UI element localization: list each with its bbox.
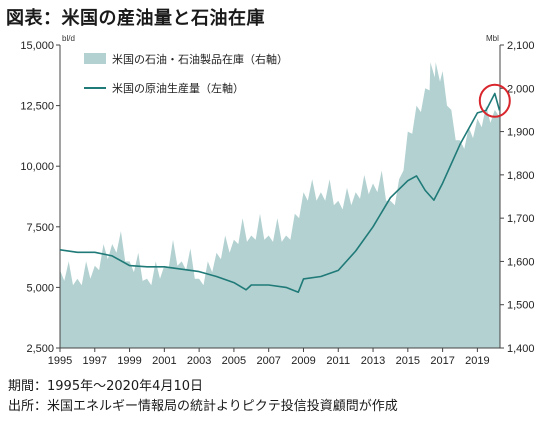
x-tick-label: 2019 <box>465 355 489 367</box>
highlight-circle <box>478 83 511 118</box>
production-line <box>59 92 501 294</box>
chart-title: 図表：米国の産油量と石油在庫 <box>6 8 265 29</box>
period-note: 期間：1995年～2020年4月10日 <box>8 379 203 394</box>
right-tick-label: 1,500 <box>507 300 535 312</box>
x-tick-label: 2009 <box>291 355 315 367</box>
right-tick-label: 1,600 <box>507 256 535 268</box>
left-tick-label: 12,500 <box>20 101 54 113</box>
x-tick-label: 2001 <box>152 355 176 367</box>
left-tick-label: 2,500 <box>26 343 54 355</box>
x-tick-label: 1999 <box>117 355 141 367</box>
right-tick-label: 1,800 <box>507 170 535 182</box>
x-tick-label: 1997 <box>83 355 107 367</box>
left-tick-label: 7,500 <box>26 222 54 234</box>
legend-label-inventory: 米国の石油・石油製品在庫（右軸） <box>112 52 288 66</box>
left-tick-label: 5,000 <box>26 282 54 294</box>
x-tick-label: 2007 <box>256 355 280 367</box>
right-tick-label: 1,700 <box>507 213 535 225</box>
x-tick-label: 2005 <box>222 355 246 367</box>
right-tick-label: 1,400 <box>507 343 535 355</box>
x-tick-label: 1995 <box>48 355 72 367</box>
right-unit-label: Mbl <box>486 34 499 43</box>
x-tick-label: 2013 <box>361 355 385 367</box>
right-tick-label: 2,000 <box>507 83 535 95</box>
source-note: 出所：米国エネルギー情報局の統計よりピクテ投信投資顧問が作成 <box>8 399 398 414</box>
left-tick-label: 10,000 <box>20 161 54 173</box>
x-tick-label: 2003 <box>187 355 211 367</box>
legend-swatch-inventory <box>84 53 106 64</box>
left-unit-label: bl/d <box>62 34 75 43</box>
legend-label-production: 米国の原油生産量（左軸） <box>112 81 244 95</box>
inventory-area <box>60 62 500 349</box>
x-tick-label: 2017 <box>430 355 454 367</box>
right-tick-label: 2,100 <box>507 40 535 52</box>
left-tick-label: 15,000 <box>20 40 54 52</box>
x-tick-label: 2015 <box>396 355 420 367</box>
chart-area: 2,500 5,000 7,500 10,000 12,500 15,000 1,400 1,… <box>20 34 535 367</box>
right-tick-label: 1,900 <box>507 127 535 139</box>
x-tick-label: 2011 <box>326 355 350 367</box>
